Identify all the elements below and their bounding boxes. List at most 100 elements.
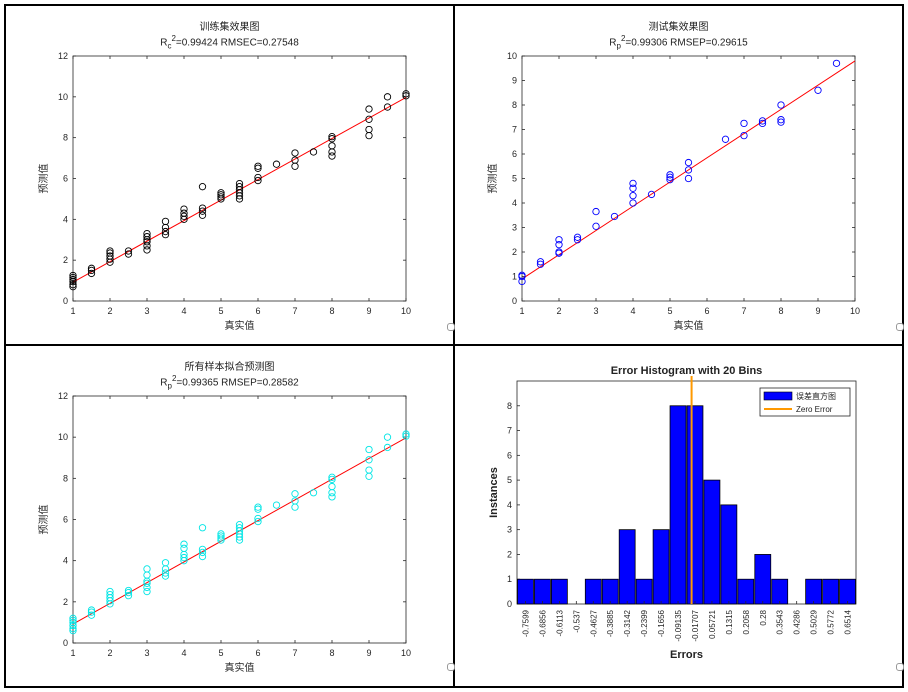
data-point [198,524,207,532]
stat-values: =0.99424 RMSEC=0.27548 [175,37,299,49]
data-point [684,158,693,167]
y-tick-label: 1 [512,272,517,282]
resize-handle-left-bottom[interactable] [447,663,455,671]
data-point [328,152,336,160]
data-point [106,587,114,596]
data-point [69,273,77,282]
y-tick-label: 5 [512,174,517,184]
y-tick-label: 0 [63,296,68,306]
data-point [555,236,563,244]
data-point [365,456,373,464]
y-tick-label: 10 [58,432,68,442]
panel-histogram: Error Histogram with 20 Bins 0 1 2 3 4 5 6 7 8 -0.… [455,346,902,686]
data-point [254,517,262,526]
resize-handle-right-top[interactable] [447,323,455,331]
x-tick-label: -0.6113 [555,609,564,636]
data-point [629,199,637,207]
data-point [254,514,262,523]
y-tick-label: 2 [507,549,512,559]
data-point [235,183,244,191]
data-point [272,160,281,168]
data-point [217,534,225,542]
resize-handle-right-bottom[interactable] [896,323,904,331]
x-tick-label: -0.09135 [674,609,683,641]
data-point [87,608,96,616]
data-point [328,473,336,481]
y-tick-label: 4 [63,556,68,566]
x-axis-label: 真实值 [674,319,704,332]
x-tick-label: 0.5772 [827,609,836,634]
data-point [69,618,77,627]
histogram-bar [839,578,856,605]
data-point [814,86,822,94]
data-point [291,149,299,157]
data-point [592,207,600,216]
data-point [254,503,262,511]
data-point [143,233,151,241]
data-point [629,191,637,200]
data-point [235,520,244,529]
histogram-bar [771,578,789,605]
histogram-bar [720,504,738,605]
y-tick-label: 8 [63,473,68,483]
y-tick-label: 8 [63,133,68,143]
panel-all-stats: Rp2=0.99365 RMSEP=0.28582 [6,374,453,390]
resize-handle-far-right-bottom[interactable] [896,663,904,671]
data-point [161,569,170,577]
data-point [69,621,77,630]
y-tick-label: 8 [507,401,512,411]
data-point [106,247,114,255]
data-point [69,616,77,625]
y-tick-label: 6 [63,515,68,525]
x-tick-label: 5 [667,306,672,316]
x-tick-label: 9 [366,306,371,316]
data-point [777,101,785,109]
data-point [365,105,373,113]
y-tick-label: 12 [58,391,68,401]
x-axis-label: 真实值 [225,661,255,674]
data-point [198,183,207,191]
x-tick-label: -0.3142 [623,609,632,637]
data-point [536,258,545,266]
stat-r: R [160,377,168,389]
histogram-bar [652,529,670,605]
data-point [328,142,336,150]
x-tick-label: 5 [218,648,223,658]
x-tick-label: 4 [630,306,635,316]
frame-right [902,4,904,688]
data-point [143,229,151,238]
data-point [402,90,410,98]
x-tick-label: 10 [850,306,860,316]
x-tick-label: 0.3543 [776,609,785,634]
data-point [69,283,77,291]
data-point [254,505,262,513]
x-tick-label: 8 [778,306,783,316]
data-point [402,432,410,440]
legend-label-zero-error: Zero Error [796,405,833,414]
x-tick-label: 3 [144,648,149,658]
data-point [254,164,262,172]
data-point [666,173,674,181]
x-tick-label: 5 [218,306,223,316]
y-tick-label: 10 [58,92,68,102]
data-point [161,217,170,226]
data-point [217,189,225,197]
panel-train-stats: Rc2=0.99424 RMSEC=0.27548 [6,34,453,50]
x-tick-label: 4 [181,648,186,658]
x-tick-label: 0.5029 [810,609,819,634]
data-point [365,466,373,474]
x-tick-label: 6 [704,306,709,316]
data-point [106,249,114,257]
x-tick-label: -0.3885 [606,609,615,637]
data-point [254,173,262,182]
data-point [666,176,674,184]
data-point [198,207,207,215]
histogram-bar [601,578,619,605]
data-point [573,233,582,241]
y-axis-label: Instances [488,467,500,518]
data-point [180,212,188,220]
data-point [592,222,600,230]
data-point [365,445,373,454]
